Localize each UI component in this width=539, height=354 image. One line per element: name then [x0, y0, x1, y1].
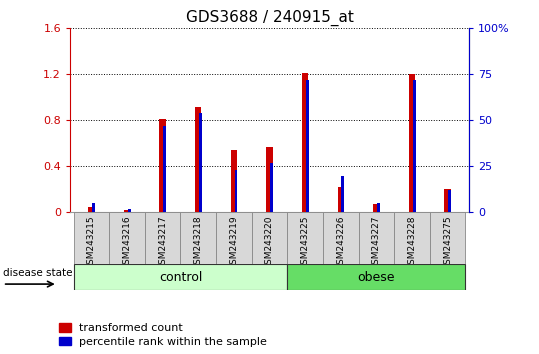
- Bar: [163, 126, 166, 212]
- Bar: [448, 190, 451, 212]
- Text: GSM243218: GSM243218: [194, 216, 203, 270]
- Bar: [88, 207, 95, 212]
- Text: control: control: [159, 270, 202, 284]
- FancyBboxPatch shape: [430, 212, 465, 264]
- Text: GSM243219: GSM243219: [230, 216, 238, 270]
- Bar: [377, 203, 380, 212]
- Text: GSM243217: GSM243217: [158, 216, 167, 270]
- FancyBboxPatch shape: [287, 212, 323, 264]
- Bar: [337, 187, 344, 212]
- Bar: [92, 203, 95, 212]
- Bar: [413, 80, 416, 212]
- Bar: [306, 80, 309, 212]
- Bar: [199, 113, 202, 212]
- Text: GSM243275: GSM243275: [443, 216, 452, 270]
- FancyBboxPatch shape: [252, 212, 287, 264]
- Text: GSM243228: GSM243228: [407, 216, 417, 270]
- Bar: [409, 74, 415, 212]
- Bar: [234, 170, 238, 212]
- Bar: [160, 119, 166, 212]
- FancyBboxPatch shape: [394, 212, 430, 264]
- Bar: [302, 73, 308, 212]
- Text: GSM243215: GSM243215: [87, 216, 96, 270]
- Bar: [266, 147, 273, 212]
- Text: GSM243220: GSM243220: [265, 216, 274, 270]
- Bar: [231, 150, 237, 212]
- Text: obese: obese: [357, 270, 395, 284]
- Text: GSM243227: GSM243227: [372, 216, 381, 270]
- FancyBboxPatch shape: [109, 212, 145, 264]
- Text: GSM243226: GSM243226: [336, 216, 345, 270]
- Bar: [444, 189, 451, 212]
- FancyBboxPatch shape: [358, 212, 394, 264]
- FancyBboxPatch shape: [181, 212, 216, 264]
- Title: GDS3688 / 240915_at: GDS3688 / 240915_at: [185, 9, 354, 25]
- Bar: [124, 210, 130, 212]
- Bar: [128, 209, 130, 212]
- FancyBboxPatch shape: [216, 212, 252, 264]
- Bar: [341, 176, 344, 212]
- FancyBboxPatch shape: [323, 212, 358, 264]
- FancyBboxPatch shape: [287, 264, 465, 290]
- Bar: [195, 107, 202, 212]
- FancyBboxPatch shape: [74, 212, 109, 264]
- FancyBboxPatch shape: [74, 264, 287, 290]
- Legend: transformed count, percentile rank within the sample: transformed count, percentile rank withi…: [59, 323, 267, 347]
- Text: disease state: disease state: [3, 268, 72, 279]
- FancyBboxPatch shape: [145, 212, 181, 264]
- Bar: [373, 204, 379, 212]
- Text: GSM243216: GSM243216: [122, 216, 132, 270]
- Text: GSM243225: GSM243225: [301, 216, 309, 270]
- Bar: [270, 163, 273, 212]
